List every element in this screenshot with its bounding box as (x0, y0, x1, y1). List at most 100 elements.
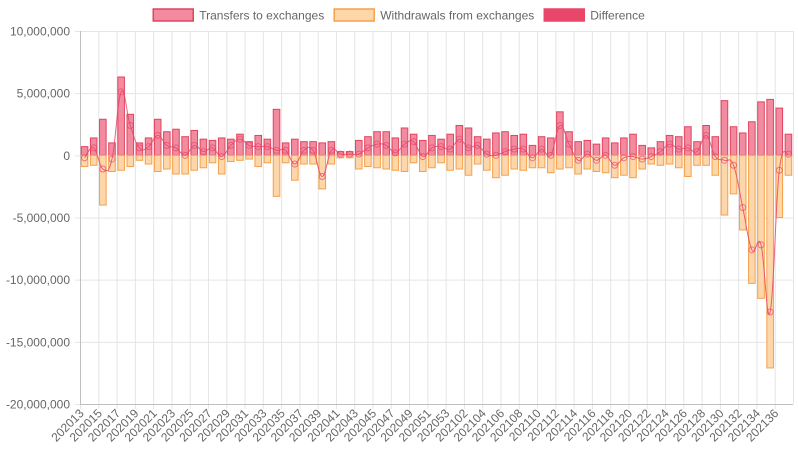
withdrawals-bar (89, 154, 98, 166)
difference-point (227, 141, 235, 149)
difference-point (666, 140, 674, 148)
difference-point (172, 144, 180, 152)
difference-point (730, 161, 738, 169)
legend-swatch (333, 8, 375, 22)
difference-point (99, 165, 107, 173)
withdrawals-bar (656, 154, 665, 166)
withdrawals-bar (729, 154, 738, 195)
withdrawals-bar (702, 154, 710, 166)
withdrawals-bar (574, 154, 582, 175)
difference-point (538, 145, 546, 153)
withdrawals-bar (784, 154, 793, 176)
withdrawals-series (80, 154, 793, 369)
difference-point (629, 153, 637, 161)
difference-point (711, 153, 719, 161)
withdrawals-bar (199, 154, 208, 169)
difference-point (181, 151, 189, 159)
withdrawals-bar (108, 154, 116, 172)
difference-point (620, 154, 628, 162)
withdrawals-bar (537, 154, 546, 169)
difference-point (565, 140, 573, 148)
transfers-bar (217, 137, 226, 156)
legend-item-difference: Difference (543, 8, 645, 23)
y-tick-label: -10,000,000 (6, 273, 70, 287)
legend-item-transfers: Transfers to exchanges (152, 8, 324, 23)
transfers-series (80, 76, 793, 156)
withdrawals-bar (345, 154, 354, 159)
transfers-bar (172, 128, 180, 156)
withdrawals-bar (227, 154, 235, 163)
withdrawals-bar (629, 154, 637, 179)
withdrawals-bar (355, 154, 363, 170)
legend-label: Withdrawals from exchanges (380, 9, 534, 23)
withdrawals-bar (373, 154, 381, 169)
withdrawals-bar (720, 154, 729, 216)
transfers-bar (318, 142, 327, 156)
difference-point (547, 151, 555, 159)
difference-point (81, 154, 89, 162)
transfers-bar (757, 101, 765, 156)
difference-point (126, 121, 134, 129)
difference-point (647, 153, 655, 161)
legend: Transfers to exchanges Withdrawals from e… (152, 8, 645, 23)
difference-point (300, 146, 308, 154)
difference-point (693, 148, 701, 156)
withdrawals-bar (693, 154, 701, 166)
difference-point (675, 145, 683, 153)
difference-point (656, 148, 664, 156)
difference-point (483, 150, 491, 158)
y-tick-label: 5,000,000 (17, 87, 71, 101)
difference-point (273, 146, 281, 154)
withdrawals-bar (400, 154, 409, 172)
y-tick-label: 10,000,000 (10, 25, 70, 39)
difference-point (766, 308, 774, 316)
transfers-bar (775, 107, 784, 156)
withdrawals-bar (711, 154, 720, 176)
transfers-bar (99, 118, 107, 156)
withdrawals-bar (391, 154, 400, 171)
transfers-bar (126, 113, 135, 156)
withdrawals-bar (153, 154, 162, 172)
transfers-bar (620, 137, 628, 156)
difference-point (775, 166, 783, 174)
withdrawals-bar (674, 154, 683, 169)
difference-point (355, 150, 363, 158)
x-axis: 2020132020152020172020192020212020232020… (48, 406, 781, 444)
difference-point (254, 143, 262, 151)
withdrawals-bar (519, 154, 528, 171)
withdrawals-bar (501, 154, 509, 176)
difference-point (757, 241, 765, 249)
withdrawals-bar (245, 154, 253, 160)
transfers-bar (556, 111, 564, 156)
difference-point (464, 144, 472, 152)
difference-point (145, 143, 153, 151)
difference-point (382, 141, 390, 149)
difference-point (346, 150, 354, 158)
withdrawals-bar (473, 154, 482, 165)
withdrawals-bar (455, 154, 464, 170)
withdrawals-bar (464, 154, 473, 176)
withdrawals-bar (528, 154, 537, 169)
withdrawals-bar (208, 154, 217, 164)
transfers-bar (291, 138, 299, 156)
difference-point (291, 160, 299, 168)
withdrawals-bar (665, 154, 674, 165)
legend-label: Transfers to exchanges (199, 9, 324, 23)
withdrawals-bar (583, 154, 592, 170)
difference-point (702, 131, 710, 139)
withdrawals-bar (281, 154, 290, 164)
withdrawals-bar (144, 154, 153, 165)
difference-point (611, 161, 619, 169)
difference-point (327, 146, 335, 154)
transfers-bar (748, 121, 756, 156)
difference-point (282, 146, 290, 154)
difference-point (556, 121, 564, 129)
difference-point (519, 145, 527, 153)
transfers-bar (638, 144, 646, 156)
withdrawals-bar (190, 154, 199, 171)
transfers-bar (629, 133, 637, 156)
difference-point (90, 144, 98, 152)
withdrawals-bar (272, 154, 281, 197)
